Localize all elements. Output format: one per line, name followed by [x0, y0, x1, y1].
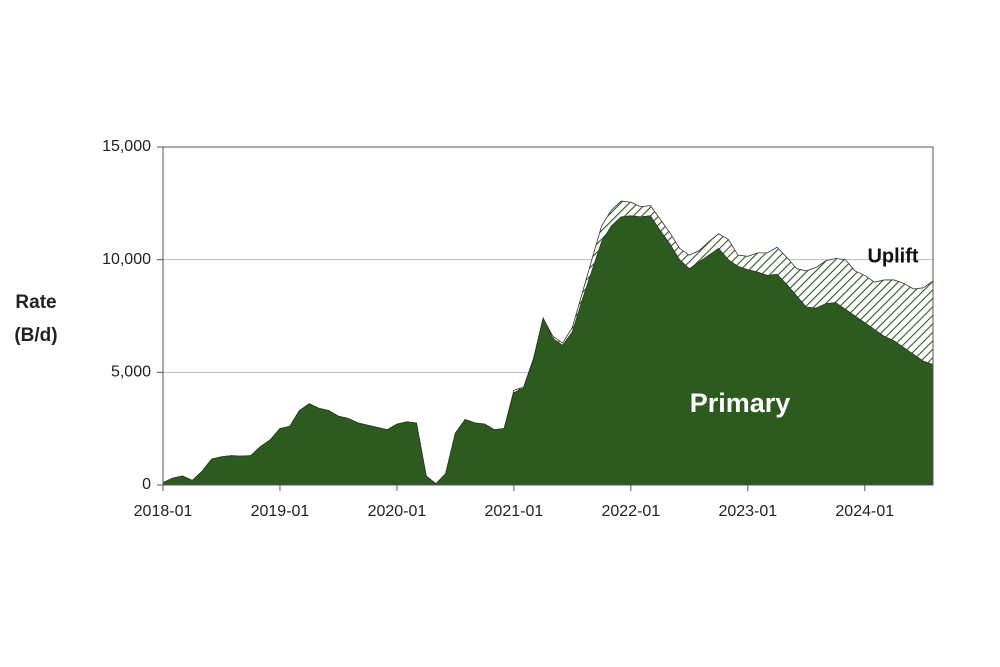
primary-area [162, 215, 934, 486]
series-label: Uplift [867, 245, 918, 267]
x-tick-label: 2019-01 [251, 503, 310, 520]
x-tick-label: 2018-01 [134, 503, 193, 520]
x-tick-label: 2021-01 [485, 503, 544, 520]
y-tick-label: 10,000 [102, 251, 151, 268]
x-tick-label: 2022-01 [601, 503, 660, 520]
plot-frame [162, 146, 934, 486]
x-tick-label: 2024-01 [835, 503, 894, 520]
series-label: Primary [690, 388, 791, 418]
y-tick-label: 5,000 [111, 364, 151, 381]
x-tick-label: 2023-01 [718, 503, 777, 520]
y-tick-label: 0 [142, 476, 151, 493]
x-tick-label: 2020-01 [368, 503, 427, 520]
y-tick-label: 15,000 [102, 138, 151, 155]
y-axis-label: Rate [15, 292, 56, 313]
y-axis-label: (B/d) [14, 325, 57, 346]
